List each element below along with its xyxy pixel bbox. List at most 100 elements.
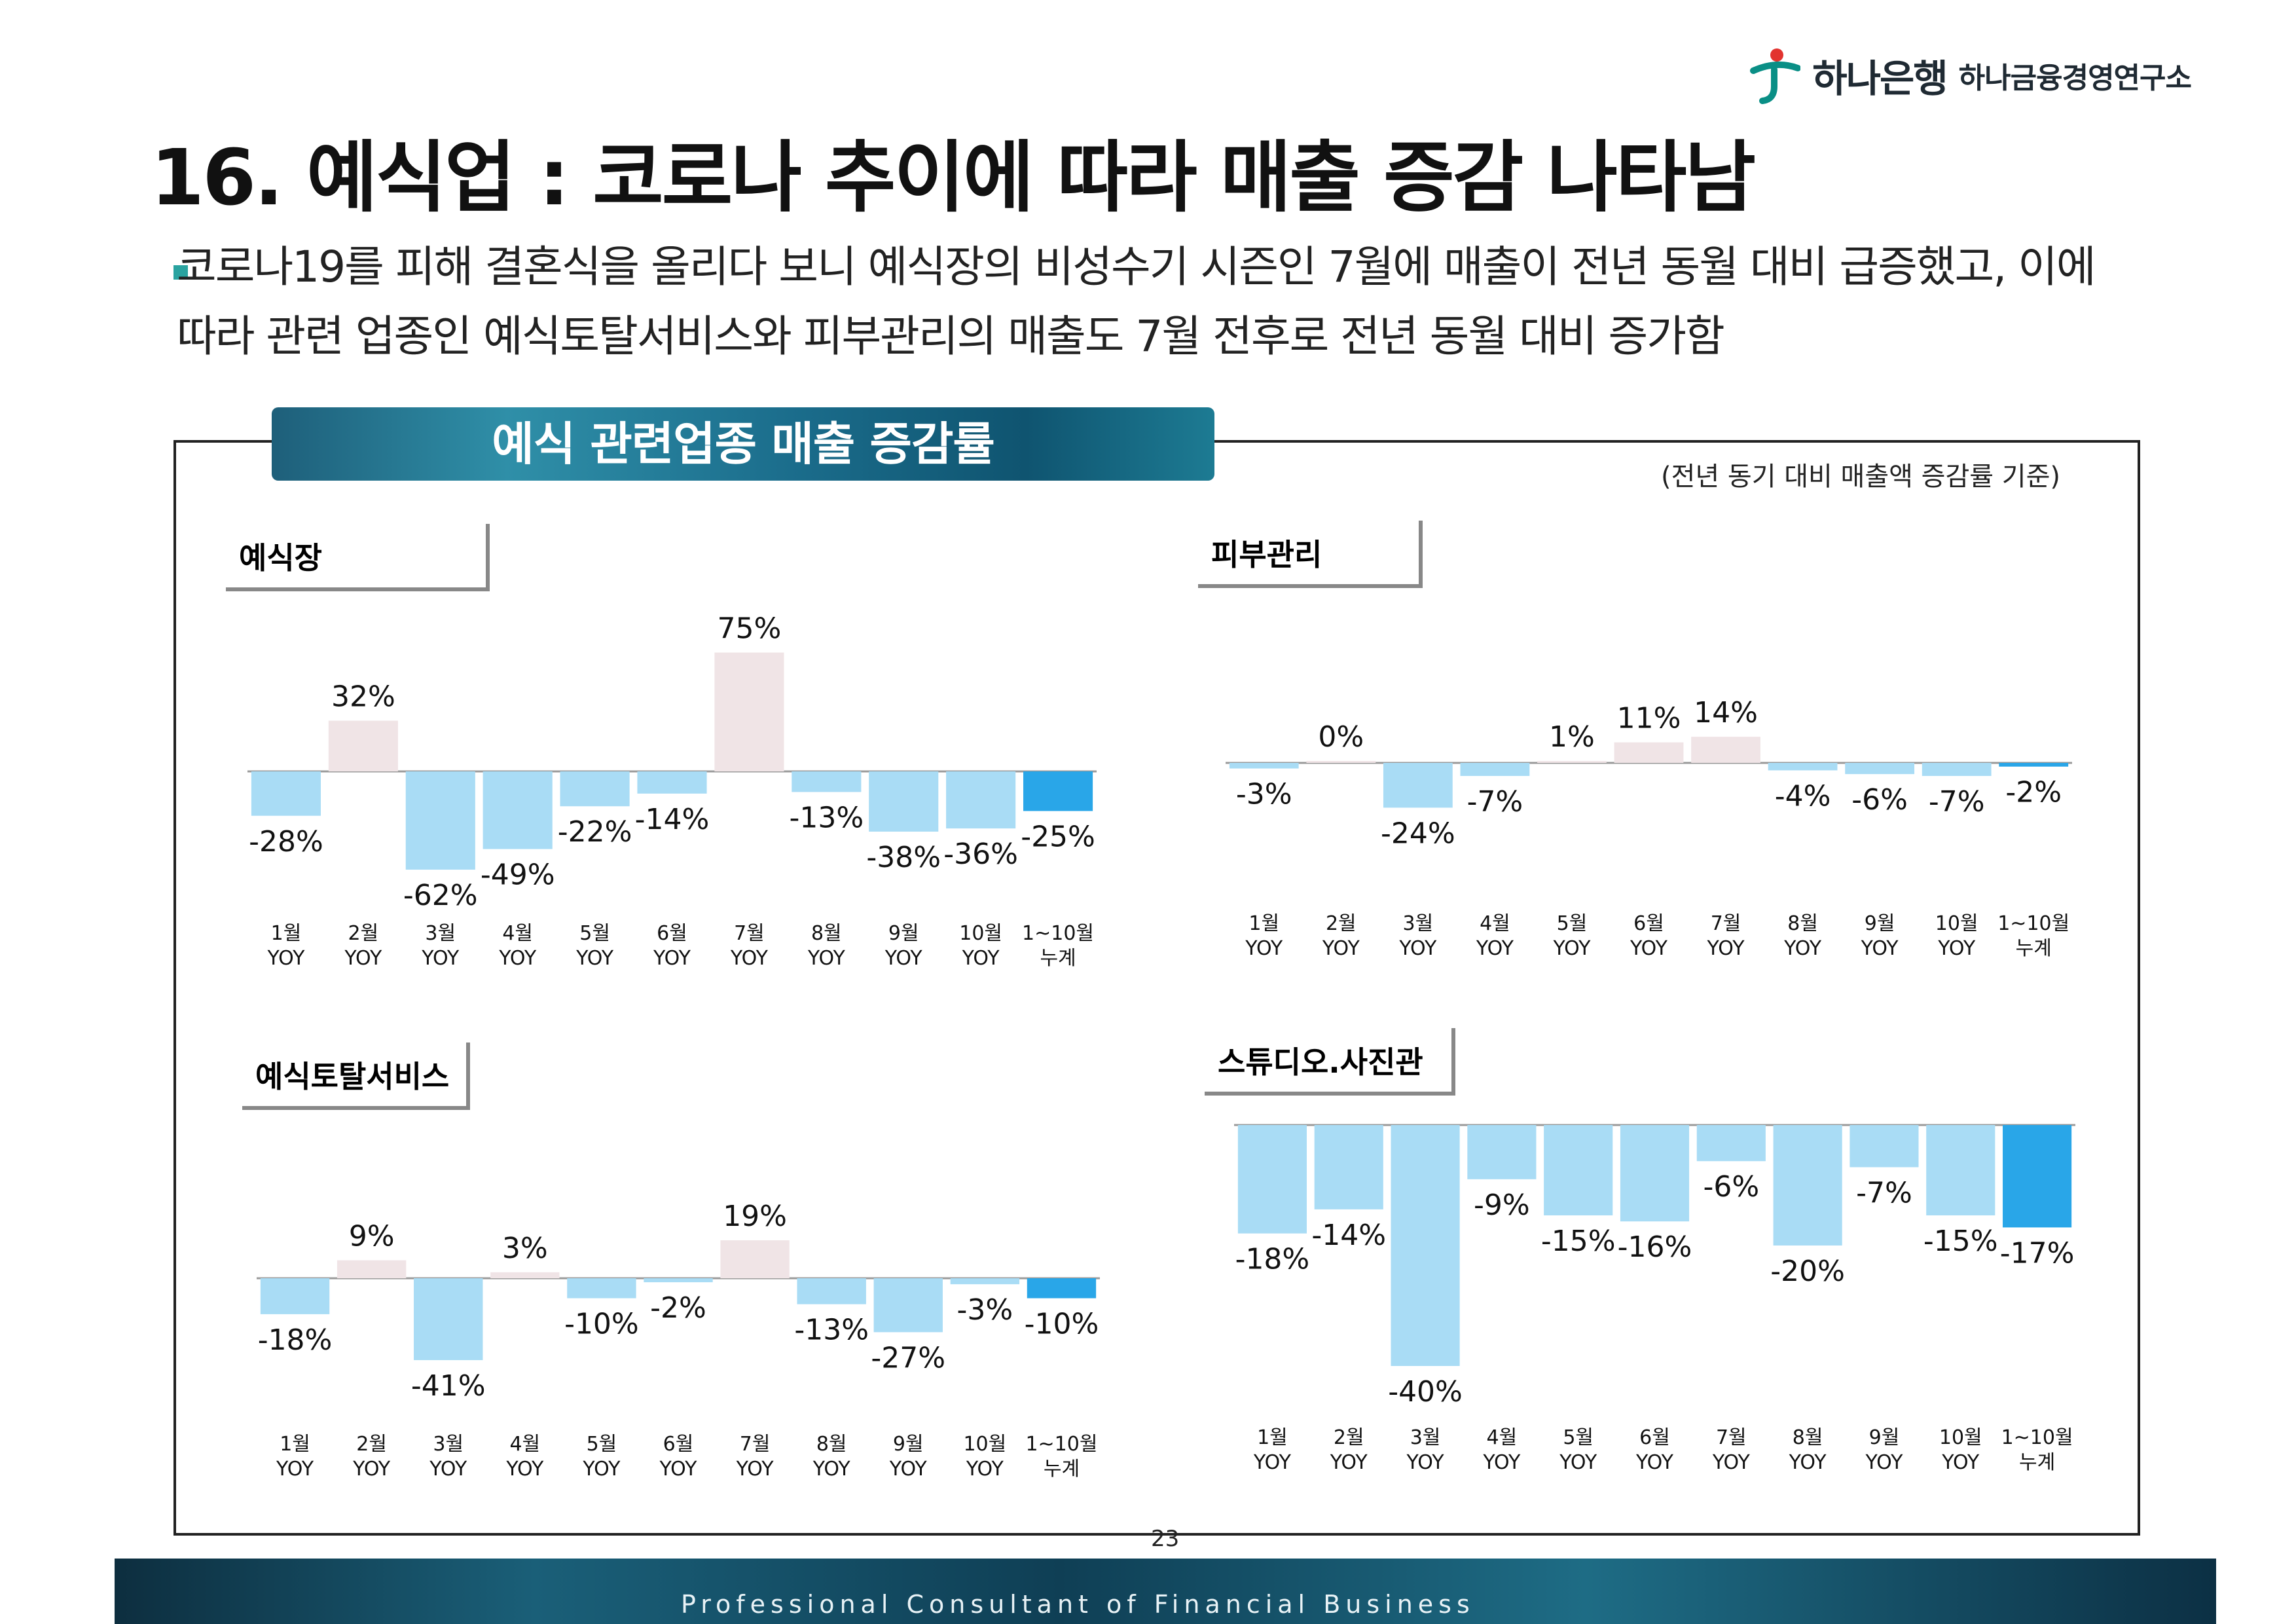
chart-1-bar-5 bbox=[1614, 742, 1684, 763]
footer-tagline: Professional Consultant of Financial Bus… bbox=[681, 1590, 1475, 1619]
chart-2-value-label-5: -2% bbox=[650, 1291, 706, 1325]
chart-2-bar-2 bbox=[414, 1278, 483, 1361]
chart-3-title-tab bbox=[1205, 1028, 1455, 1096]
chart-2-value-label-0: -18% bbox=[258, 1323, 333, 1357]
chart-1-value-label-0: -3% bbox=[1236, 778, 1292, 811]
chart-0-tick-label-2: 3월 YOY bbox=[421, 922, 460, 970]
basis-note: (전년 동기 대비 매출액 증감률 기준) bbox=[1661, 462, 2060, 492]
chart-0-value-label-8: -38% bbox=[866, 841, 941, 874]
chart-2-bar-9 bbox=[950, 1278, 1020, 1285]
chart-0-value-label-7: -13% bbox=[789, 801, 864, 834]
chart-2-bar-6 bbox=[720, 1240, 790, 1278]
chart-1-value-label-6: 14% bbox=[1694, 696, 1758, 729]
page-title: 16. 예식업 : 코로나 추이에 따라 매출 증감 나타남 bbox=[151, 132, 1756, 223]
bullet-icon bbox=[173, 265, 188, 280]
chart-2-tick-label-6: 7월 YOY bbox=[736, 1433, 774, 1481]
chart-1-bar-7 bbox=[1768, 763, 1838, 771]
chart-panel-banner: 예식 관련업종 매출 증감률 bbox=[272, 407, 1214, 481]
chart-0-value-label-9: -36% bbox=[943, 838, 1018, 871]
chart-3-value-label-5: -16% bbox=[1618, 1230, 1692, 1264]
chart-0-tick-label-1: 2월 YOY bbox=[344, 922, 382, 970]
chart-1-value-label-10: -2% bbox=[2005, 776, 2062, 809]
chart-0-bar-9 bbox=[946, 771, 1016, 829]
chart-2-bar-4 bbox=[567, 1278, 636, 1299]
chart-2-tick-label-5: 6월 YOY bbox=[659, 1433, 698, 1481]
chart-3-value-label-9: -15% bbox=[1923, 1225, 1998, 1258]
chart-2-value-label-8: -27% bbox=[871, 1341, 945, 1375]
chart-2-title-tab bbox=[242, 1043, 470, 1110]
chart-0-tick-label-8: 9월 YOY bbox=[884, 922, 923, 970]
chart-3-tick-label-7: 8월 YOY bbox=[1789, 1426, 1827, 1474]
chart-3-tick-label-0: 1월 YOY bbox=[1253, 1426, 1292, 1474]
chart-1-bar-10 bbox=[1999, 763, 2069, 767]
chart-3-value-label-7: -20% bbox=[1770, 1255, 1845, 1288]
hana-logo-icon bbox=[1750, 48, 1801, 104]
chart-0-tick-label-7: 8월 YOY bbox=[807, 922, 846, 970]
chart-1-tick-label-3: 4월 YOY bbox=[1476, 912, 1514, 960]
chart-1-tick-label-6: 7월 YOY bbox=[1707, 912, 1745, 960]
chart-0-bar-6 bbox=[714, 652, 784, 771]
chart-3-tick-label-10: 1~10월 누계 bbox=[2001, 1426, 2073, 1474]
chart-0-tick-label-4: 5월 YOY bbox=[575, 922, 614, 970]
chart-3-tick-label-5: 6월 YOY bbox=[1635, 1426, 1674, 1474]
chart-1-bar-3 bbox=[1460, 763, 1530, 776]
chart-2-value-label-2: -41% bbox=[411, 1369, 486, 1403]
chart-1-value-label-7: -4% bbox=[1775, 779, 1831, 813]
chart-3-tick-label-9: 10월 YOY bbox=[1939, 1426, 1982, 1474]
chart-2-tick-label-10: 1~10월 누계 bbox=[1025, 1433, 1097, 1481]
chart-3-value-label-6: -6% bbox=[1703, 1170, 1759, 1204]
chart-0-value-label-6: 75% bbox=[718, 612, 782, 646]
chart-3-bar-4 bbox=[1544, 1125, 1613, 1215]
hana-bank-logo: 하나은행 하나금융경영연구소 bbox=[1748, 46, 2192, 105]
chart-1-tick-label-9: 10월 YOY bbox=[1935, 912, 1978, 960]
chart-1-value-label-2: -24% bbox=[1381, 817, 1455, 850]
chart-1-tick-label-2: 3월 YOY bbox=[1398, 912, 1437, 960]
chart-3-value-label-2: -40% bbox=[1388, 1375, 1463, 1409]
page-subtitle: 코로나19를 피해 결혼식을 올리다 보니 예식장의 비성수기 시즌인 7월에 … bbox=[177, 242, 2096, 361]
chart-3-value-label-10: -17% bbox=[2000, 1236, 2075, 1270]
chart-1-value-label-5: 11% bbox=[1617, 702, 1681, 735]
chart-0-value-label-1: 32% bbox=[331, 680, 395, 714]
chart-0-tick-label-6: 7월 YOY bbox=[730, 922, 769, 970]
chart-2-tick-label-9: 10월 YOY bbox=[963, 1433, 1006, 1481]
chart-3-value-label-1: -14% bbox=[1311, 1219, 1386, 1252]
chart-3-bar-10 bbox=[2003, 1125, 2072, 1228]
chart-3-value-label-4: -15% bbox=[1541, 1225, 1616, 1258]
chart-1-value-label-4: 1% bbox=[1549, 720, 1595, 754]
chart-3-title: 스튜디오.사진관 bbox=[1218, 1044, 1423, 1080]
chart-3-value-label-0: -18% bbox=[1235, 1243, 1310, 1276]
chart-0-value-label-5: -14% bbox=[635, 803, 710, 836]
chart-0-bar-1 bbox=[328, 720, 398, 771]
chart-3-tick-label-1: 2월 YOY bbox=[1330, 1426, 1368, 1474]
chart-0-bar-3 bbox=[483, 771, 553, 849]
chart-2-value-label-4: -10% bbox=[564, 1308, 639, 1341]
chart-1-tick-label-10: 1~10월 누계 bbox=[1997, 912, 2069, 960]
chart-3-tick-label-4: 5월 YOY bbox=[1559, 1426, 1597, 1474]
logo-bank-name: 하나은행 bbox=[1812, 56, 1948, 101]
chart-0-tick-label-3: 4월 YOY bbox=[498, 922, 537, 970]
chart-3-value-label-8: -7% bbox=[1856, 1176, 1912, 1209]
chart-0-bar-4 bbox=[560, 771, 630, 807]
chart-2-value-label-9: -3% bbox=[957, 1293, 1013, 1327]
chart-3-bar-7 bbox=[1773, 1125, 1842, 1246]
chart-0-bar-7 bbox=[792, 771, 862, 792]
chart-0-bar-0 bbox=[251, 771, 321, 816]
chart-2-bar-3 bbox=[490, 1272, 560, 1278]
chart-2-bar-8 bbox=[873, 1278, 943, 1333]
chart-1-bar-8 bbox=[1845, 763, 1915, 775]
chart-1-value-label-8: -6% bbox=[1851, 783, 1908, 817]
chart-1-bar-9 bbox=[1922, 763, 1992, 776]
logo-institute-name: 하나금융경영연구소 bbox=[1958, 62, 2192, 95]
chart-2-title: 예식토탈서비스 bbox=[255, 1059, 449, 1094]
chart-0-value-label-4: -22% bbox=[558, 815, 632, 849]
chart-3-tick-label-6: 7월 YOY bbox=[1712, 1426, 1751, 1474]
chart-1-bar-1 bbox=[1306, 761, 1376, 763]
chart-1-bar-6 bbox=[1691, 737, 1760, 763]
chart-2-tick-label-1: 2월 YOY bbox=[352, 1433, 391, 1481]
chart-2-tick-label-3: 4월 YOY bbox=[505, 1433, 544, 1481]
chart-3-value-label-3: -9% bbox=[1474, 1189, 1530, 1222]
chart-0-bar-10 bbox=[1023, 771, 1093, 811]
chart-1-tick-label-5: 6월 YOY bbox=[1630, 912, 1668, 960]
chart-3-tick-label-2: 3월 YOY bbox=[1406, 1426, 1445, 1474]
